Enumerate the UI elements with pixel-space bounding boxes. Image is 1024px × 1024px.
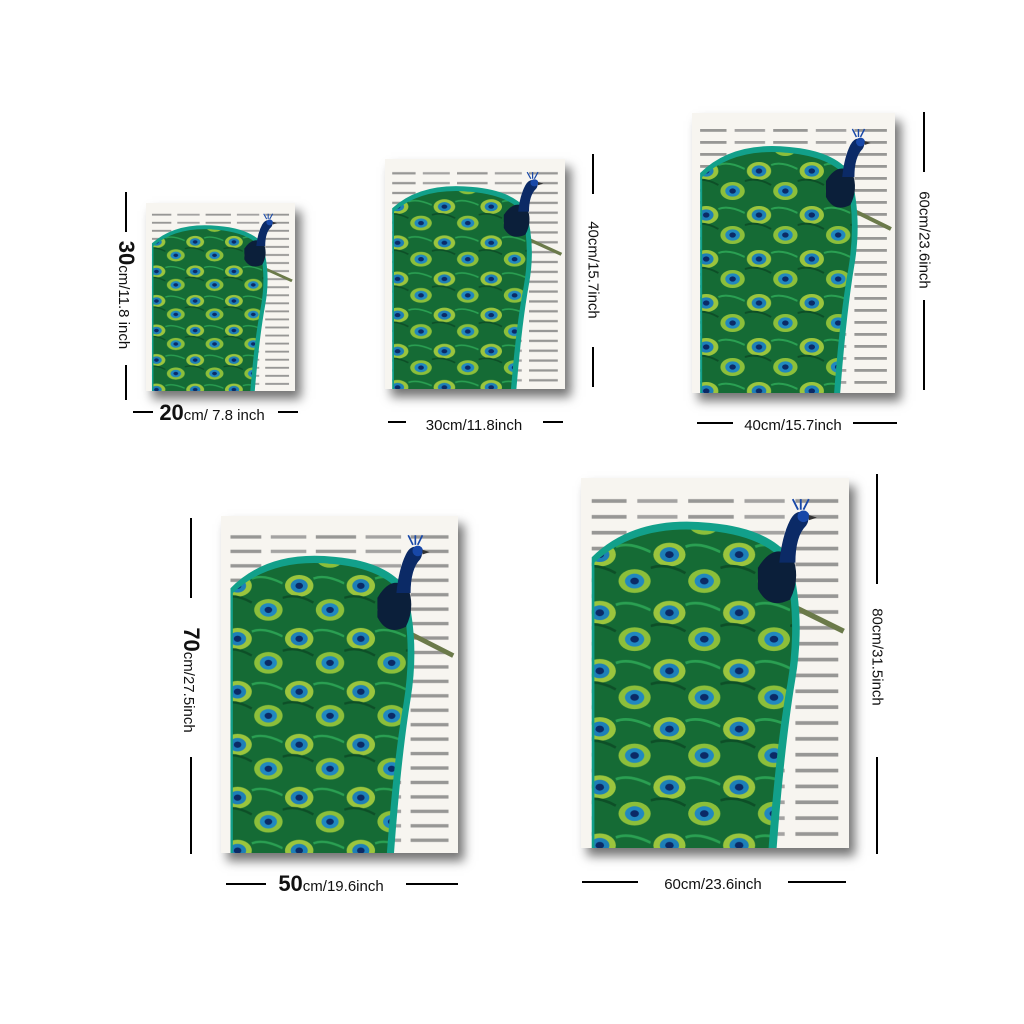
print-50x70 [221,516,458,853]
height-line-bottom-50x70 [190,757,192,854]
height-line-top-40x60 [923,112,925,172]
height-label-40x60: 60cm/23.6inch [917,191,932,289]
width-label-20x30: 20cm/ 7.8 inch [159,402,264,424]
width-label-50x70: 50cm/19.6inch [278,873,383,895]
peacock-print-image [385,159,565,389]
width-line-right-40x60 [853,422,897,424]
width-label-60x80: 60cm/23.6inch [664,871,762,893]
height-label-30x40: 40cm/15.7inch [586,221,601,319]
width-line-left-60x80 [582,881,638,883]
width-line-left-30x40 [388,421,406,423]
height-line-top-30x40 [592,154,594,194]
width-line-left-50x70 [226,883,266,885]
height-line-top-60x80 [876,474,878,584]
height-line-top-50x70 [190,518,192,598]
print-60x80 [581,478,849,848]
print-20x30 [146,203,295,391]
peacock-print-image [146,203,295,391]
width-line-left-20x30 [133,411,153,413]
height-line-bottom-20x30 [125,365,127,400]
width-label-40x60: 40cm/15.7inch [744,412,842,434]
width-line-right-60x80 [788,881,846,883]
height-line-bottom-30x40 [592,347,594,387]
height-label-60x80: 80cm/31.5inch [870,608,885,706]
print-30x40 [385,159,565,389]
peacock-print-image [581,478,849,848]
width-line-right-50x70 [406,883,458,885]
height-label-50x70: 70cm/27.5inch [180,627,202,732]
print-40x60 [692,113,895,393]
width-line-right-30x40 [543,421,563,423]
height-line-bottom-40x60 [923,300,925,390]
width-label-30x40: 30cm/11.8inch [426,412,522,434]
height-line-top-20x30 [125,192,127,232]
width-line-left-40x60 [697,422,733,424]
height-label-20x30: 30cm/11.8 inch [115,241,137,349]
height-line-bottom-60x80 [876,757,878,854]
width-line-right-20x30 [278,411,298,413]
peacock-print-image [221,516,458,853]
peacock-print-image [692,113,895,393]
